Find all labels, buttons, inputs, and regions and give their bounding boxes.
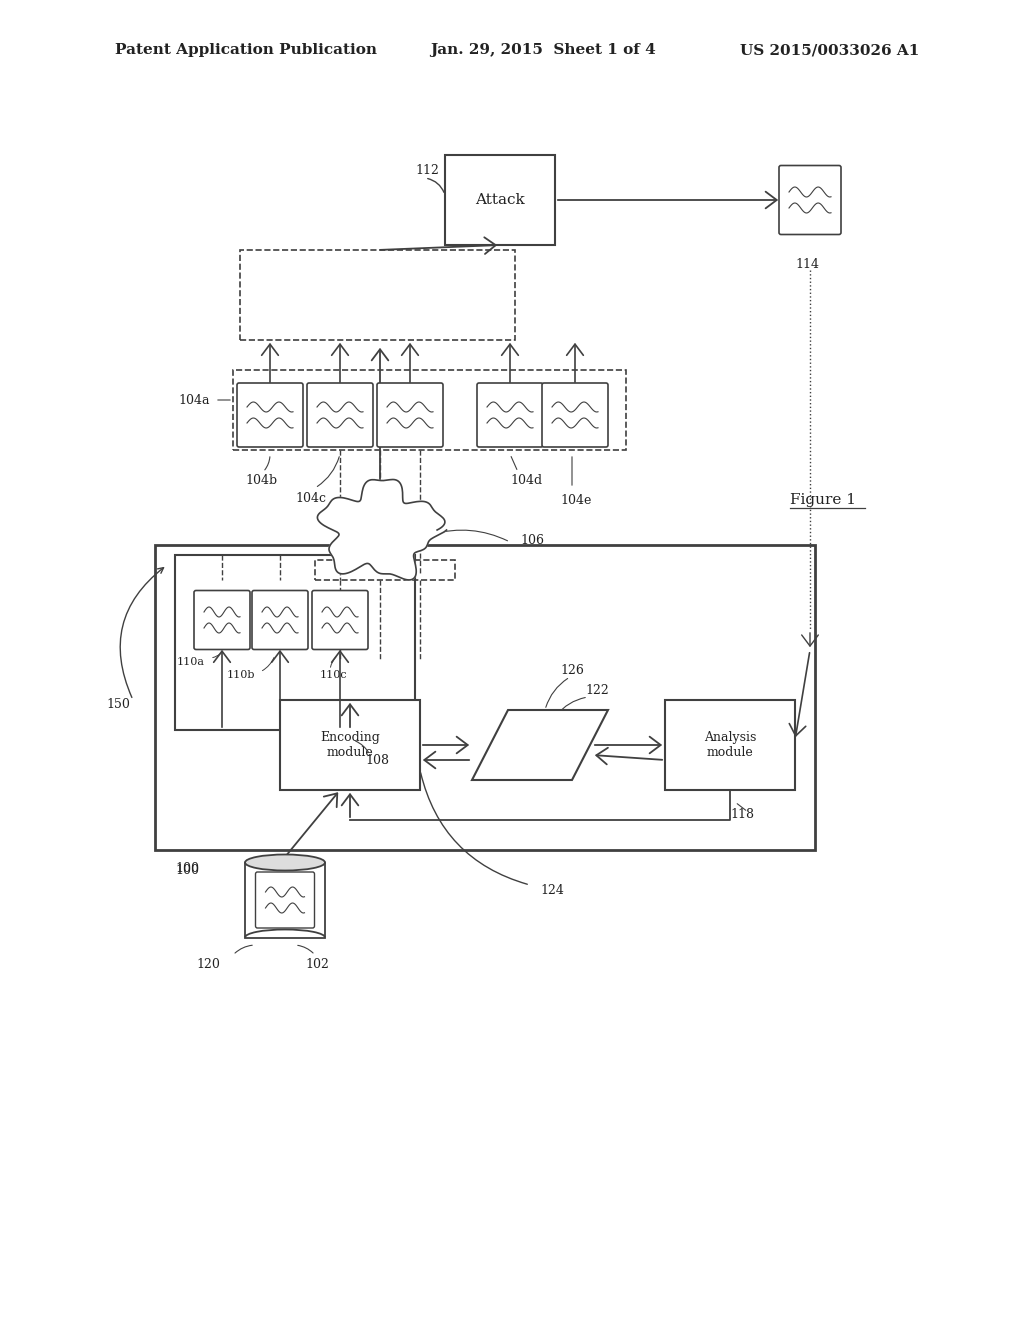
Bar: [315, 560, 455, 579]
Text: 126: 126: [560, 664, 584, 676]
Text: 104a: 104a: [178, 393, 210, 407]
FancyBboxPatch shape: [477, 383, 543, 447]
Text: Figure 1: Figure 1: [790, 492, 856, 507]
FancyBboxPatch shape: [307, 383, 373, 447]
Text: 114: 114: [795, 259, 819, 272]
FancyBboxPatch shape: [312, 590, 368, 649]
Bar: [175, 554, 415, 730]
Text: 104b: 104b: [245, 474, 278, 487]
Text: US 2015/0033026 A1: US 2015/0033026 A1: [740, 44, 920, 57]
Text: 112: 112: [415, 164, 439, 177]
Bar: [240, 249, 515, 341]
Text: 108: 108: [365, 754, 389, 767]
Text: 104e: 104e: [560, 494, 592, 507]
Bar: [280, 700, 420, 789]
Bar: [445, 154, 555, 246]
Text: 120: 120: [197, 958, 220, 972]
Text: 124: 124: [540, 883, 564, 896]
Text: 110c: 110c: [319, 671, 347, 680]
Polygon shape: [472, 710, 608, 780]
Bar: [233, 370, 626, 450]
Polygon shape: [317, 479, 446, 579]
Text: 122: 122: [585, 684, 608, 697]
Text: Data: Data: [523, 738, 557, 752]
Bar: [155, 545, 815, 850]
Text: 118: 118: [730, 808, 754, 821]
FancyBboxPatch shape: [256, 873, 314, 928]
Text: 104d: 104d: [510, 474, 542, 487]
Text: Encoding
module: Encoding module: [321, 731, 380, 759]
Bar: [245, 862, 325, 937]
Text: Attack: Attack: [475, 193, 525, 207]
FancyBboxPatch shape: [779, 165, 841, 235]
FancyBboxPatch shape: [194, 590, 250, 649]
Bar: [665, 700, 795, 789]
FancyBboxPatch shape: [252, 590, 308, 649]
Text: 150: 150: [106, 698, 130, 711]
Text: 102: 102: [305, 958, 329, 972]
Text: 106: 106: [520, 533, 544, 546]
FancyBboxPatch shape: [542, 383, 608, 447]
Text: 100: 100: [175, 862, 199, 874]
Text: 104c: 104c: [295, 491, 326, 504]
Text: Patent Application Publication: Patent Application Publication: [115, 44, 377, 57]
FancyBboxPatch shape: [377, 383, 443, 447]
Text: 100: 100: [175, 863, 199, 876]
Text: 110a: 110a: [177, 657, 205, 667]
Text: Analysis
module: Analysis module: [703, 731, 756, 759]
Text: Jan. 29, 2015  Sheet 1 of 4: Jan. 29, 2015 Sheet 1 of 4: [430, 44, 655, 57]
Text: 110b: 110b: [226, 671, 255, 680]
FancyBboxPatch shape: [237, 383, 303, 447]
Ellipse shape: [245, 854, 325, 870]
